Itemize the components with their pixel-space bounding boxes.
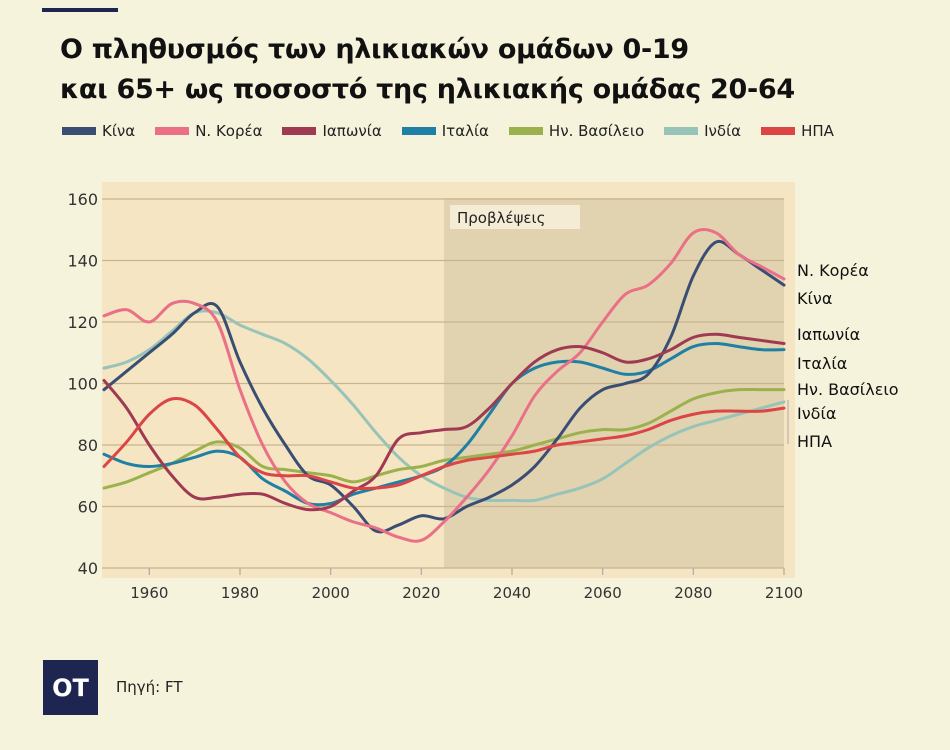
title-line-2: και 65+ ως ποσοστό της ηλικιακής ομάδας … — [60, 74, 795, 105]
ot-logo: ΟΤ — [43, 660, 98, 715]
series-line-2 — [102, 332, 786, 512]
end-label: Ην. Βασίλειο — [797, 380, 899, 399]
y-tick-label: 80 — [78, 436, 98, 455]
end-label: Ν. Κορέα — [797, 261, 869, 280]
source-note: Πηγή: FT — [116, 678, 183, 696]
x-tick-label: 2040 — [493, 584, 531, 602]
legend-item: ΗΠΑ — [761, 122, 834, 140]
chart-title: Ο πληθυσμός των ηλικιακών ομάδων 0-19 κα… — [60, 30, 795, 110]
end-label: Ιαπωνία — [797, 325, 860, 344]
legend-label: Κίνα — [102, 122, 136, 140]
legend-label: Ιταλία — [441, 122, 489, 140]
legend: Κίνα Ν. Κορέα Ιαπωνία Ιταλία Ην. Βασίλειο Ινδ… — [62, 122, 854, 140]
x-tick-label: 2100 — [765, 584, 803, 602]
end-label: ΗΠΑ — [797, 432, 832, 451]
x-tick-label: 2060 — [584, 584, 622, 602]
legend-label: Ινδία — [704, 122, 742, 140]
x-tick-label: 2020 — [402, 584, 440, 602]
accent-bar — [42, 8, 118, 12]
y-tick-label: 100 — [67, 375, 98, 394]
y-tick-label: 140 — [67, 252, 98, 271]
y-tick-label: 160 — [67, 190, 98, 209]
legend-label: Ην. Βασίλειο — [548, 122, 645, 140]
legend-label: Ιαπωνία — [322, 122, 382, 140]
x-tick-label: 1960 — [130, 584, 168, 602]
forecast-label-box — [450, 205, 580, 229]
legend-swatch — [155, 127, 190, 135]
series-line-1 — [102, 228, 786, 543]
legend-label: Ν. Κορέα — [195, 122, 263, 140]
legend-swatch — [508, 127, 543, 135]
y-tick-label: 40 — [78, 559, 98, 578]
series-line-6 — [102, 396, 786, 491]
legend-item: Ινδία — [664, 122, 741, 140]
x-tick-label: 2080 — [674, 584, 712, 602]
x-tick-label: 2000 — [312, 584, 350, 602]
legend-swatch — [664, 127, 699, 135]
legend-swatch — [62, 127, 96, 135]
series-line-4 — [102, 387, 786, 490]
y-tick-label: 120 — [67, 313, 98, 332]
end-label: Ινδία — [797, 404, 836, 423]
legend-item: Ιταλία — [401, 122, 489, 140]
title-line-1: Ο πληθυσμός των ηλικιακών ομάδων 0-19 — [60, 34, 689, 65]
legend-label: ΗΠΑ — [801, 122, 834, 140]
legend-swatch — [401, 127, 436, 135]
legend-swatch — [761, 127, 796, 135]
x-tick-label: 1980 — [221, 584, 259, 602]
legend-swatch — [282, 127, 317, 135]
legend-item: Ην. Βασίλειο — [508, 122, 645, 140]
y-tick-label: 60 — [78, 498, 98, 517]
series-line-5 — [102, 309, 786, 503]
forecast-label: Προβλέψεις — [457, 209, 545, 227]
legend-item: Κίνα — [62, 122, 135, 140]
end-label: Κίνα — [797, 289, 832, 308]
legend-item: Ιαπωνία — [282, 122, 382, 140]
legend-item: Ν. Κορέα — [155, 122, 262, 140]
series-line-0 — [102, 239, 786, 534]
end-label: Ιταλία — [797, 354, 847, 373]
